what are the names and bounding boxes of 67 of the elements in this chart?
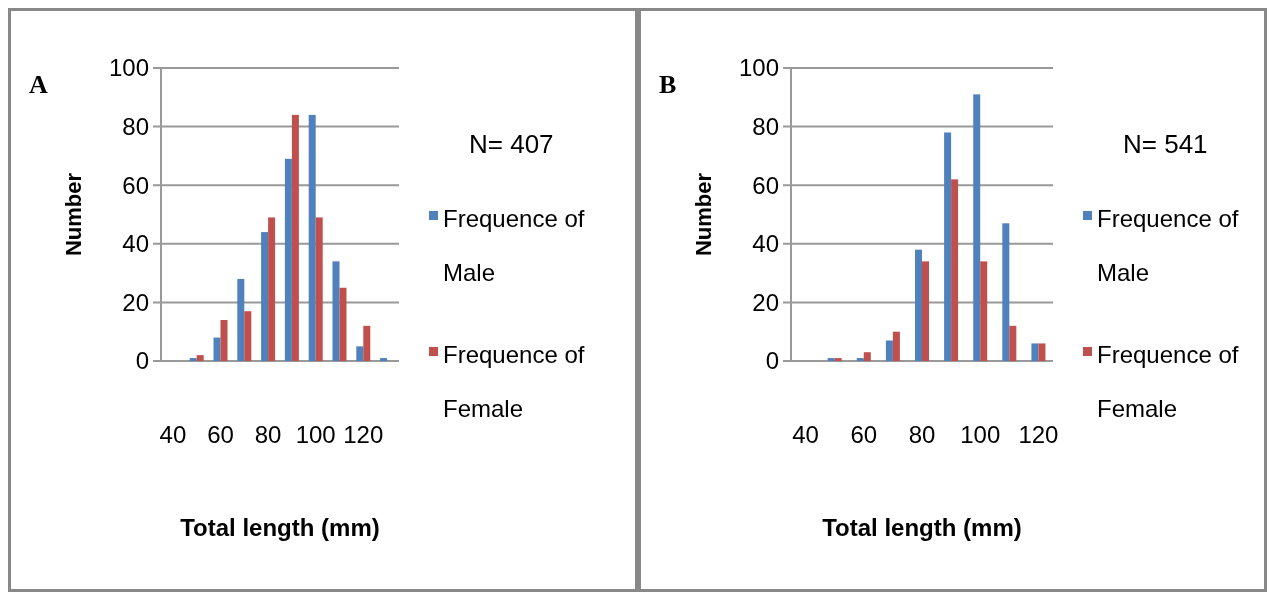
bar <box>380 358 388 361</box>
bar <box>827 358 835 361</box>
x-tick-label: 80 <box>908 421 935 448</box>
bar <box>1001 223 1009 361</box>
bar <box>268 217 276 361</box>
y-tick-label: 0 <box>135 347 149 375</box>
x-tick-label: 100 <box>959 421 1000 448</box>
chart-title: B <box>658 70 676 99</box>
y-tick-label: 40 <box>751 230 779 258</box>
y-tick-label: 60 <box>751 171 779 199</box>
y-tick-label: 80 <box>751 113 779 140</box>
bar <box>892 331 900 361</box>
bar <box>332 261 340 361</box>
bar <box>189 358 197 361</box>
legend-label: Frequence of Male <box>443 205 585 286</box>
bar <box>284 158 292 361</box>
x-tick-label: 40 <box>159 421 187 448</box>
bar <box>213 337 221 361</box>
y-axis-title: Number <box>690 172 716 257</box>
text: N= 407 <box>469 129 554 159</box>
x-tick-label: 40 <box>791 421 819 448</box>
chart-title: A <box>29 70 48 99</box>
legend-label: Frequence of Female <box>443 341 585 422</box>
y-tick-label: 100 <box>108 54 149 82</box>
y-tick-label: 0 <box>765 347 779 375</box>
x-tick-label: 100 <box>295 421 336 448</box>
bar <box>943 132 951 361</box>
y-tick-label: 20 <box>751 288 779 316</box>
y-tick-label: 40 <box>122 230 149 258</box>
bar <box>950 179 958 361</box>
bar <box>261 232 269 361</box>
bar <box>885 340 893 361</box>
bar <box>356 346 364 361</box>
text: N= 541 <box>1122 129 1208 159</box>
y-tick-label: 60 <box>122 171 149 199</box>
bar <box>220 319 228 361</box>
bar <box>914 249 922 361</box>
bar <box>1030 343 1038 361</box>
y-tick-label: 100 <box>738 54 779 82</box>
legend-label: Frequence of Male <box>1096 205 1239 286</box>
x-axis-title: Total length (mm) <box>821 514 1022 541</box>
x-tick-label: 60 <box>207 421 234 448</box>
x-tick-label: 120 <box>1017 421 1058 448</box>
bar <box>1037 343 1045 361</box>
x-axis-title: Total length (mm) <box>180 514 380 541</box>
bar <box>244 311 252 361</box>
x-tick-label: 120 <box>343 421 384 448</box>
bar <box>196 355 204 361</box>
y-tick-label: 20 <box>122 288 149 316</box>
bar <box>863 352 871 361</box>
x-tick-label: 60 <box>849 421 877 448</box>
bar <box>972 94 980 361</box>
bar <box>237 278 245 361</box>
bar <box>921 261 929 361</box>
bar <box>1008 325 1016 361</box>
y-axis-title: Number <box>61 172 86 257</box>
bar <box>979 261 987 361</box>
legend-label: Frequence of Female <box>1096 341 1239 422</box>
y-tick-label: 80 <box>122 113 149 140</box>
bar <box>339 287 347 361</box>
bar <box>291 114 299 361</box>
x-tick-label: 80 <box>254 421 282 448</box>
bar <box>834 358 842 361</box>
bar <box>363 325 371 361</box>
bar <box>315 217 323 361</box>
bar <box>308 114 316 361</box>
bar <box>856 358 864 361</box>
